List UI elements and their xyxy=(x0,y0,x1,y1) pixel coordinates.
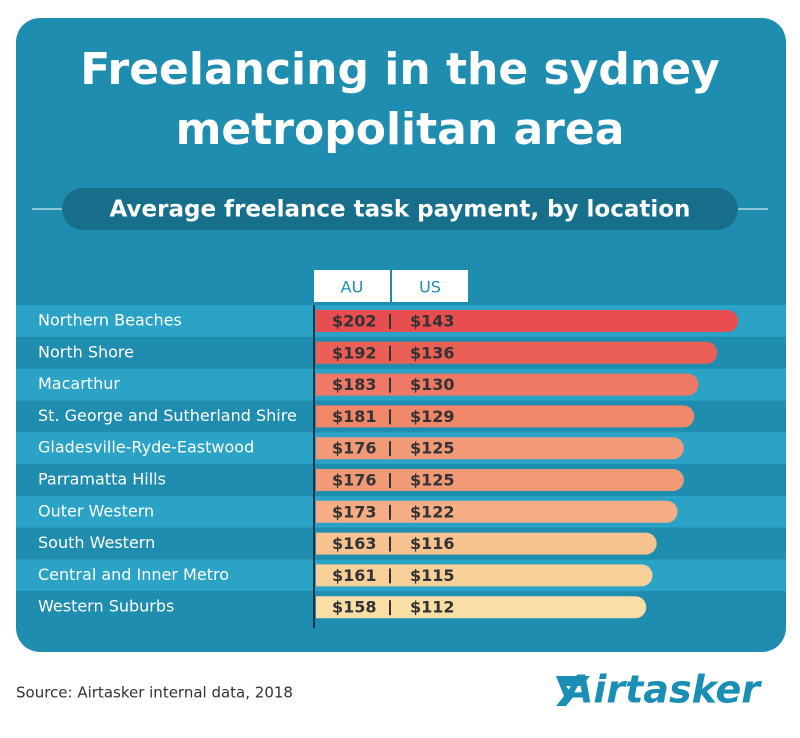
us-value-label: $122 xyxy=(410,502,455,521)
category-label: South Western xyxy=(38,533,155,552)
legend-label: US xyxy=(419,278,441,297)
au-value-label: $163 xyxy=(332,534,377,553)
au-value-label: $202 xyxy=(332,312,377,331)
category-label: Western Suburbs xyxy=(38,597,174,616)
category-label: North Shore xyxy=(38,342,134,361)
us-value-label: $112 xyxy=(410,598,455,617)
chart-title: Freelancing in the sydney xyxy=(80,44,719,95)
chart-title-line2: metropolitan area xyxy=(176,104,625,155)
legend-label: AU xyxy=(341,278,364,297)
bar xyxy=(316,373,699,396)
us-value-label: $130 xyxy=(410,375,455,394)
category-label: Outer Western xyxy=(38,501,154,520)
au-value-label: $176 xyxy=(332,471,377,490)
au-value-label: $181 xyxy=(332,407,377,426)
us-value-label: $116 xyxy=(410,534,455,553)
us-value-label: $115 xyxy=(410,566,455,585)
au-value-label: $158 xyxy=(332,598,377,617)
us-value-label: $143 xyxy=(410,312,455,331)
category-label: Northern Beaches xyxy=(38,311,182,330)
us-value-label: $125 xyxy=(410,439,455,458)
au-value-label: $173 xyxy=(332,502,377,521)
category-label: Macarthur xyxy=(38,374,120,393)
legend-tab xyxy=(392,270,468,302)
au-value-label: $161 xyxy=(332,566,377,585)
logo: Airtasker xyxy=(561,668,762,712)
bar xyxy=(316,596,647,619)
bar xyxy=(316,564,653,587)
category-label: Central and Inner Metro xyxy=(38,565,229,584)
au-value-label: $176 xyxy=(332,439,377,458)
bar xyxy=(316,310,739,332)
category-label: St. George and Sutherland Shire xyxy=(38,406,297,425)
bar xyxy=(316,500,678,523)
logo-icon xyxy=(556,676,590,706)
us-value-label: $125 xyxy=(410,471,455,490)
au-value-label: $192 xyxy=(332,343,377,362)
subtitle-pill xyxy=(62,188,738,230)
bar xyxy=(316,532,657,555)
source: Source: Airtasker internal data, 2018 xyxy=(16,684,293,702)
us-value-label: $129 xyxy=(410,407,455,426)
us-value-label: $136 xyxy=(410,343,455,362)
legend-tab xyxy=(314,270,390,302)
au-value-label: $183 xyxy=(332,375,377,394)
category-label: Parramatta Hills xyxy=(38,470,166,489)
bar xyxy=(316,341,718,364)
subtitle: Average freelance task payment, by locat… xyxy=(110,197,691,223)
category-label: Gladesville-Ryde-Eastwood xyxy=(38,438,254,457)
bar xyxy=(316,437,684,460)
bar xyxy=(316,469,684,491)
bar xyxy=(316,405,695,428)
